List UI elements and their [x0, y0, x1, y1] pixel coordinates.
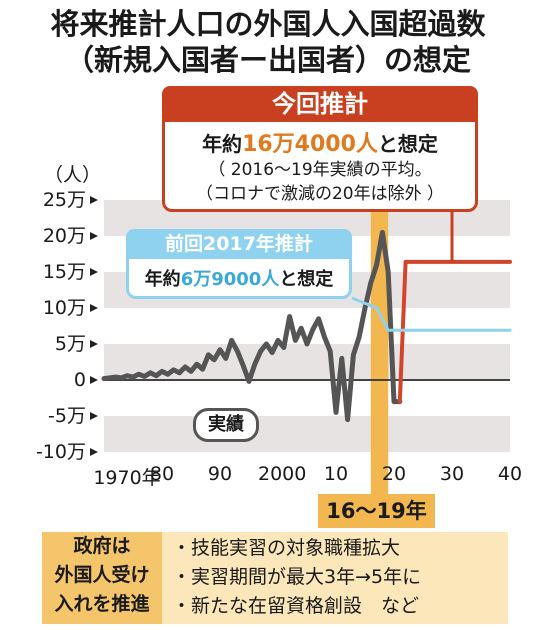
previous-callout-line — [351, 296, 378, 310]
chart-title-line2: （新規入国者ー出国者）の想定 — [64, 43, 471, 77]
x-tick-label: 90 — [207, 463, 233, 485]
previous-estimate-suffix: と想定 — [279, 269, 334, 290]
y-tick-mark — [90, 232, 98, 240]
series-line-previous — [375, 306, 512, 332]
series-layer — [101, 229, 512, 423]
actual-label: 実績 — [193, 408, 259, 442]
x-tick-label: 10 — [323, 463, 349, 485]
series-line-current — [397, 259, 512, 404]
series-line-actual — [101, 229, 403, 423]
y-tick-mark — [90, 196, 98, 204]
previous-estimate-header: 前回2017年推計 — [126, 229, 352, 259]
y-axis-unit: （人） — [44, 164, 102, 186]
current-estimate-note1: （ 2016〜19年実績の平均。 — [208, 160, 432, 180]
y-tick-label: 0 — [73, 369, 86, 391]
y-tick-label: 20万 — [42, 225, 86, 247]
policy-item: ・技能実習の対象職種拡大 — [172, 537, 401, 559]
y-tick-mark — [90, 340, 98, 348]
y-tick-label: 15万 — [42, 261, 86, 283]
current-estimate-note2: （コロナで激減の20年は除外 ） — [195, 184, 445, 204]
x-tick-label: 80 — [149, 463, 175, 485]
y-tick-mark — [90, 304, 98, 312]
y-tick-mark — [90, 268, 98, 276]
policy-label-line: 入れを推進 — [54, 593, 150, 615]
y-tick-label: 10万 — [42, 297, 86, 319]
policy-label-line: 外国人受け — [54, 564, 150, 586]
policy-item: ・実習期間が最大3年→5年に — [172, 566, 422, 588]
current-estimate-suffix: と想定 — [377, 132, 438, 156]
y-tick-marks — [90, 196, 98, 456]
grid-band — [104, 416, 510, 452]
x-tick-label: 2000 — [258, 463, 307, 485]
previous-estimate-box: 前回2017年推計 年約6万9000人と想定 — [126, 229, 352, 299]
current-estimate-box: 今回推計 年約16万4000人と想定 （ 2016〜19年実績の平均。 （コロナ… — [162, 86, 478, 212]
x-tick-label: 1970年 — [93, 467, 161, 489]
x-tick-label: 30 — [439, 463, 465, 485]
y-tick-label: 5万 — [54, 333, 86, 355]
previous-estimate-value: 6万9000人 — [180, 269, 280, 290]
x-tick-label: 20 — [381, 463, 407, 485]
policy-label-line: 政府は — [73, 535, 131, 557]
y-tick-label: -5万 — [48, 405, 86, 427]
policy-panel: 政府は 外国人受け 入れを推進 ・技能実習の対象職種拡大 ・実習期間が最大3年→… — [42, 532, 508, 624]
previous-estimate-line1: 年約6万9000人と想定 — [129, 265, 349, 291]
y-tick-mark — [90, 412, 98, 420]
previous-estimate-prefix: 年約 — [144, 269, 181, 290]
policy-label: 政府は 外国人受け 入れを推進 — [42, 532, 162, 624]
current-estimate-header: 今回推計 — [162, 86, 478, 122]
y-tick-label: 25万 — [42, 189, 86, 211]
y-tick-mark — [90, 376, 98, 384]
chart-title-line1: 将来推計人口の外国人入国超過数 — [50, 7, 486, 41]
x-tick-label: 40 — [497, 463, 523, 485]
y-tick-label: -10万 — [35, 441, 86, 463]
period-label: 16〜19年 — [318, 494, 435, 528]
policy-items: ・技能実習の対象職種拡大 ・実習期間が最大3年→5年に ・新たな在留資格創設 な… — [172, 534, 421, 621]
policy-item: ・新たな在留資格創設 など — [172, 595, 420, 617]
y-tick-mark — [90, 448, 98, 456]
current-estimate-prefix: 年約 — [202, 132, 243, 156]
current-estimate-line1: 年約16万4000人と想定 — [165, 126, 475, 158]
current-estimate-value: 16万4000人 — [242, 132, 378, 157]
